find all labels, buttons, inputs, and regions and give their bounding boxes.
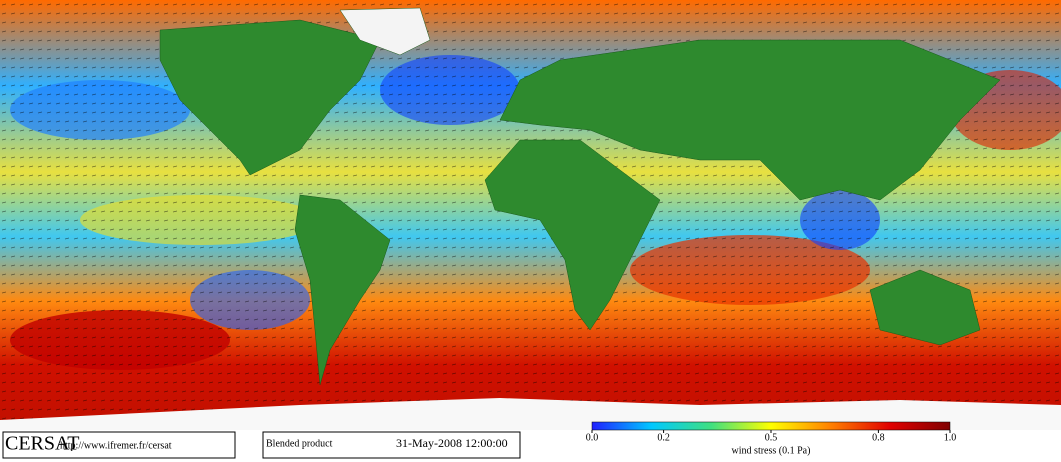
colorbar-tick-label: 0.2 (657, 432, 670, 443)
colorbar-label: wind stress (0.1 Pa) (732, 445, 811, 456)
url: http://www.ifremer.fr/cersat (60, 440, 172, 451)
colorbar: 0.0 0.2 0.5 0.8 1.0 (586, 421, 957, 443)
logo: CERSAT (5, 433, 79, 455)
colorbar-bar (591, 421, 951, 431)
colorbar-tick-label: 0.5 (765, 432, 778, 443)
date: 31-May-2008 12:00:00 (396, 436, 508, 450)
colorbar-tick-label: 0.0 (586, 432, 599, 443)
colorbar-tick-label: 1.0 (944, 432, 957, 443)
product: Blended product (266, 438, 333, 449)
land (0, 7, 1061, 430)
logo-box (2, 431, 236, 459)
colorbar-tick-label: 0.8 (872, 432, 885, 443)
info-box (262, 431, 521, 459)
